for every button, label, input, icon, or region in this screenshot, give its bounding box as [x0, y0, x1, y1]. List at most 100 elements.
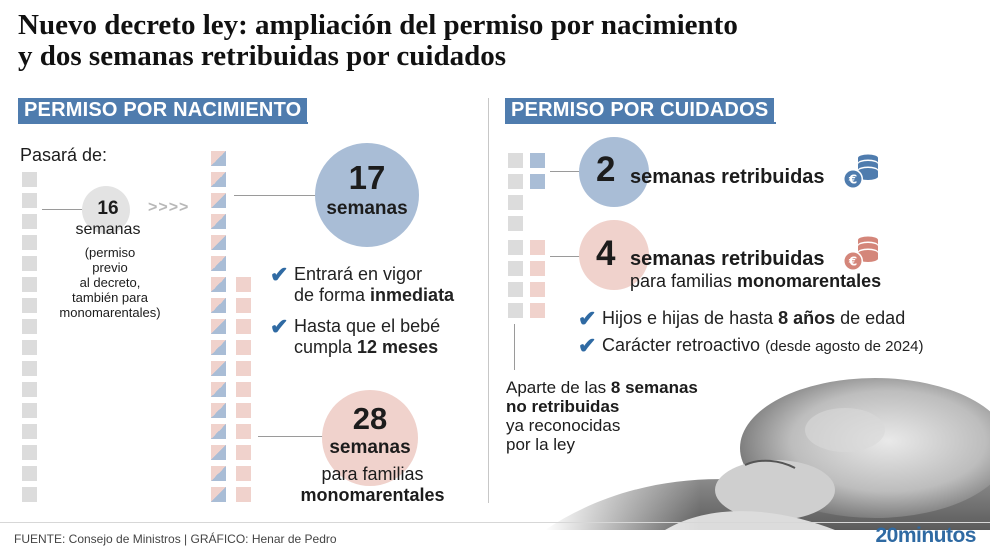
week-square [508, 216, 523, 231]
footer-source: FUENTE: Consejo de Ministros | GRÁFICO: … [14, 532, 337, 546]
connector-line [514, 324, 515, 370]
mono-label-bold: monomarentales [300, 485, 445, 505]
week-square [211, 466, 226, 481]
week-square [22, 193, 37, 208]
week-square [211, 445, 226, 460]
arrows-icon: >>>> [148, 199, 190, 216]
coins-icon: € [842, 152, 882, 190]
mono-weeks-circle [322, 390, 418, 486]
mono-weeks-number: 28 [352, 401, 388, 436]
bullet-retroactivo: Carácter retroactivo (desde agosto de 20… [602, 335, 924, 357]
week-square [508, 240, 523, 255]
week-square [211, 193, 226, 208]
week-square [508, 174, 523, 189]
week-square [236, 319, 251, 334]
bullet-bold: inmediata [370, 285, 455, 305]
note-bold: 8 semanas [610, 378, 698, 397]
cuidados-mono-sub: para familias monomarentales [630, 271, 881, 292]
week-square [22, 214, 37, 229]
bullet-text: de forma [294, 285, 371, 305]
note-line: al decreto, [79, 275, 141, 290]
week-square [211, 424, 226, 439]
week-square [236, 487, 251, 502]
cuidados-mono-number: 4 [596, 234, 616, 273]
baby-photo [545, 370, 990, 530]
week-square [236, 277, 251, 292]
note-line: previo [92, 260, 128, 275]
bullet-vigor: Entrará en vigor de forma inmediata [294, 264, 454, 306]
week-square [211, 361, 226, 376]
section-rule-left [18, 122, 308, 124]
week-square [530, 282, 545, 297]
note-line: también para [72, 290, 148, 305]
unpaid-weeks-note: Aparte de las 8 semanas no retribuidas y… [506, 378, 698, 454]
bullet-line: de forma inmediata [294, 285, 454, 306]
week-square [236, 466, 251, 481]
note-line: (permiso [84, 245, 136, 260]
mono-weeks-unit: semanas [329, 437, 411, 458]
checkmark-icon: ✔ [270, 314, 289, 339]
new-weeks-unit: semanas [326, 198, 408, 219]
note-bold-line: no retribuidas [506, 397, 620, 416]
week-square [22, 403, 37, 418]
week-square [211, 214, 226, 229]
sub-bold: monomarentales [737, 271, 882, 291]
section-rule-right [505, 122, 776, 124]
brand-logo: 20minutos [875, 524, 976, 548]
bullet-line: Entrará en vigor [294, 264, 423, 284]
connector-line [258, 436, 324, 437]
brand-digits: 20 [875, 524, 898, 547]
bullet-bold: 8 años [778, 308, 836, 328]
week-square [22, 424, 37, 439]
week-square [236, 340, 251, 355]
week-square [211, 235, 226, 250]
old-weeks-note: (permiso previo al decreto, también para… [30, 245, 190, 320]
svg-text:€: € [848, 255, 857, 269]
week-square [22, 487, 37, 502]
week-square [211, 319, 226, 334]
week-square [211, 340, 226, 355]
week-square [211, 382, 226, 397]
week-square [22, 361, 37, 376]
checkmark-icon: ✔ [578, 333, 597, 358]
week-square [211, 487, 226, 502]
week-square [211, 172, 226, 187]
cuidados-number: 2 [596, 150, 616, 189]
week-square [211, 256, 226, 271]
connector-line [550, 171, 580, 172]
brand-word: minutos [897, 524, 977, 547]
week-square [508, 261, 523, 276]
bullet-8-anos: Hijos e hijas de hasta 8 años de edad [602, 308, 905, 329]
week-square [22, 298, 37, 313]
connector-line [550, 256, 580, 257]
bullet-text: Hijos e hijas de hasta [602, 308, 779, 328]
week-square [22, 319, 37, 334]
page-title: Nuevo decreto ley: ampliación del permis… [18, 10, 818, 72]
bullet-12-meses: Hasta que el bebé cumpla 12 meses [294, 316, 440, 358]
bullet-text: de edad [835, 308, 906, 328]
connector-line [234, 195, 316, 196]
week-square [22, 277, 37, 292]
title-line-2: y dos semanas retribuidas por cuidados [18, 40, 507, 72]
footer-divider [0, 522, 990, 523]
mono-label-line: para familias [321, 464, 424, 484]
week-square [236, 298, 251, 313]
week-square [22, 172, 37, 187]
mono-weeks-label: para familias monomarentales [290, 464, 455, 506]
cuidados-mono-text: semanas retribuidas [630, 248, 825, 270]
week-square [211, 403, 226, 418]
new-weeks-number: 17 [348, 159, 386, 196]
svg-text:€: € [848, 173, 857, 187]
section-header-nacimiento: PERMISO POR NACIMIENTO [18, 98, 308, 122]
note-line: Aparte de las 8 semanas [506, 378, 698, 397]
week-square [508, 282, 523, 297]
old-weeks-circle [82, 186, 130, 234]
coins-icon: € [842, 234, 882, 272]
bullet-text: Carácter retroactivo [602, 335, 766, 355]
title-line-1: Nuevo decreto ley: ampliación del permis… [18, 9, 738, 41]
new-weeks-circle [315, 143, 419, 247]
week-square [236, 445, 251, 460]
cuidados-circle [579, 137, 649, 207]
week-square [236, 403, 251, 418]
note-line: ya reconocidas [506, 416, 621, 435]
